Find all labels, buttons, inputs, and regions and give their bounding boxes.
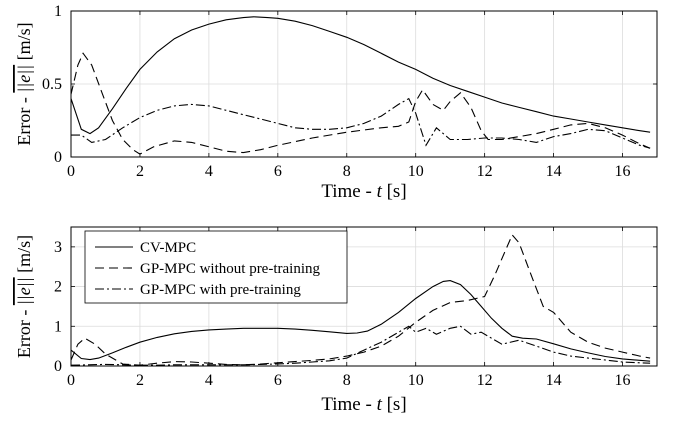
x-tick-label: 0 [67,372,75,389]
x-tick-label: 14 [546,372,562,389]
x-tick-label: 10 [408,372,424,389]
x-tick-label: 0 [67,163,75,180]
y-tick-label: 0 [54,149,62,166]
x-tick-label: 12 [477,372,493,389]
x-axis-label: Time - t [s] [321,181,406,202]
x-tick-label: 6 [274,372,282,389]
x-axis-label: Time - t [s] [321,394,406,415]
series-line-dashdot [70,325,651,366]
plot-frame [70,226,658,367]
y-tick-label: 3 [54,239,62,256]
x-tick-label: 2 [136,372,144,389]
x-tick-label: 14 [546,163,562,180]
legend-label: GP-MPC without pre-training [140,261,320,277]
chart-1: 0 2 4 6 8 10 12 14 16 0 0.5 1 Time - t [s] Error - ||… [14,3,658,202]
x-tick-label: 10 [408,163,424,180]
y-tick-label: 0 [54,358,62,375]
y-tick-label: 1 [54,318,62,335]
x-tick-label: 6 [274,163,282,180]
legend-label: GP-MPC with pre-training [140,282,301,298]
series-line-dashed [70,233,651,366]
legend-label: CV-MPC [140,240,196,256]
series-line-dashdot [71,97,651,149]
x-tick-label: 16 [615,163,631,180]
series-line-solid [70,16,651,135]
y-tick-label: 0.5 [42,76,62,93]
y-axis-label: Error - ||e|| [m/s] [14,235,34,358]
series-line-solid [70,280,651,362]
x-tick-label: 8 [343,163,351,180]
x-tick-label: 16 [615,372,631,389]
y-tick-label: 2 [54,279,62,296]
legend-box [84,230,348,304]
x-tick-label: 2 [136,163,144,180]
series-line-dashed [70,52,651,155]
x-tick-label: 12 [477,163,493,180]
x-tick-label: 4 [205,163,213,180]
x-tick-label: 8 [343,372,351,389]
y-axis-label: Error - ||e|| [m/s] [14,22,34,145]
y-tick-label: 1 [54,3,62,20]
legend: CV-MPC GP-MPC without pre-training GP-MPC … [84,230,348,304]
x-tick-label: 4 [205,372,213,389]
